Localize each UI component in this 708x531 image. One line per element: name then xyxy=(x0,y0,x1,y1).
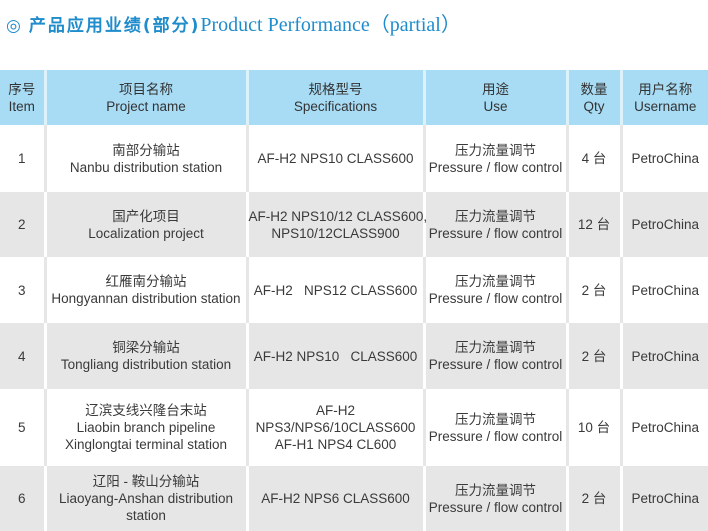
use-line: Pressure / flow control xyxy=(428,428,563,444)
cell-use: 压力流量调节 Pressure / flow control xyxy=(422,389,567,466)
cell-item: 1 xyxy=(17,151,26,166)
cell-spec: AF-H2 NPS10 CLASS600 xyxy=(245,125,424,192)
project-line: Xinglongtai terminal station xyxy=(64,437,228,452)
use-line: 压力流量调节 xyxy=(455,142,536,158)
cell-qty: 10 台 xyxy=(565,389,621,466)
cell-project: 红雁南分输站 Hongyannan distribution station xyxy=(43,257,247,323)
cell-item: 6 xyxy=(0,466,45,531)
header-en: Project name xyxy=(106,98,186,114)
use-line: 压力流量调节 xyxy=(455,274,536,289)
header-cn: 规格型号 xyxy=(308,81,363,97)
header-cn: 数量 xyxy=(580,81,608,97)
cell-qty: 2 台 xyxy=(565,466,621,531)
spec-line: AF-H2 NPS6 CLASS600 xyxy=(261,491,410,506)
cell-item: 5 xyxy=(17,420,26,435)
spec-line: AF-H2 NPS12 CLASS600 xyxy=(253,282,418,298)
header-cn: 序号 xyxy=(8,81,36,97)
cell-user: PetroChina xyxy=(619,257,708,323)
cell-qty: 2 台 xyxy=(565,323,621,389)
project-line: 辽阳 - 鞍山分输站 xyxy=(92,474,200,489)
cell-spec: AF-H2 NPS12 CLASS600 xyxy=(245,257,424,323)
cell-use: 压力流量调节 Pressure / flow control xyxy=(422,466,567,531)
header-en: Item xyxy=(8,98,35,114)
cell-user: PetroChina xyxy=(619,389,708,466)
spec-line: AF-H1 NPS4 CL600 xyxy=(274,437,397,452)
cell-user: PetroChina xyxy=(619,125,708,192)
cell-use: 压力流量调节 Pressure / flow control xyxy=(422,192,567,257)
header-en: Qty xyxy=(583,98,605,114)
section-title: ◎ 产品应用业绩(部分)Product Performance（partial） xyxy=(6,14,461,36)
project-line: Tongliang distribution station xyxy=(60,357,232,372)
cell-qty: 12 台 xyxy=(565,192,621,257)
project-line: Liaoyang-Anshan distribution station xyxy=(58,491,234,523)
use-line: Pressure / flow control xyxy=(428,225,563,241)
header-cn: 用户名称 xyxy=(638,81,693,97)
header-specifications: 规格型号 Specifications xyxy=(245,70,424,125)
header-project-name: 项目名称 Project name xyxy=(43,70,247,125)
header-cn: 项目名称 xyxy=(119,81,173,97)
use-line: Pressure / flow control xyxy=(428,159,563,175)
project-line: 红雁南分输站 xyxy=(105,274,187,289)
project-line: 辽滨支线兴隆台末站 xyxy=(85,403,207,418)
cell-spec: AF-H2 NPS6 CLASS600 xyxy=(245,466,424,531)
table-row: 3 红雁南分输站 Hongyannan distribution station … xyxy=(0,257,708,323)
project-line: Hongyannan distribution station xyxy=(51,291,241,306)
performance-table: 序号 Item 项目名称 Project name 规格型号 Specifications… xyxy=(0,70,708,531)
cell-use: 压力流量调节 Pressure / flow control xyxy=(422,323,567,389)
project-line: Liaobin branch pipeline xyxy=(76,420,216,435)
cell-project: 辽阳 - 鞍山分输站 Liaoyang-Anshan distribution s… xyxy=(43,466,247,531)
header-en: Specifications xyxy=(293,98,378,114)
spec-line: AF-H2 NPS10/12 CLASS600, xyxy=(248,208,428,224)
header-item: 序号 Item xyxy=(0,70,45,125)
header-username: 用户名称 Username xyxy=(619,70,708,125)
double-circle-icon: ◎ xyxy=(6,16,21,35)
use-line: 压力流量调节 xyxy=(455,411,536,427)
header-cn: 用途 xyxy=(482,81,509,97)
cell-project: 南部分输站 Nanbu distribution station xyxy=(43,125,247,192)
use-line: Pressure / flow control xyxy=(428,499,563,515)
project-line: 国产化项目 xyxy=(112,208,180,224)
table-row: 1 南部分输站 Nanbu distribution station AF-H2 … xyxy=(0,125,708,192)
project-line: 铜梁分输站 xyxy=(112,340,180,355)
header-en: Username xyxy=(634,98,697,114)
table-row: 4 铜梁分输站 Tongliang distribution station AF… xyxy=(0,323,708,389)
spec-line: AF-H2 NPS10 CLASS600 xyxy=(253,348,418,364)
cell-project: 铜梁分输站 Tongliang distribution station xyxy=(43,323,247,389)
cell-spec: AF-H2 NPS10/12 CLASS600, NPS10/12CLASS900 xyxy=(245,192,428,257)
use-line: Pressure / flow control xyxy=(428,357,563,372)
cell-item: 2 xyxy=(0,192,45,257)
cell-use: 压力流量调节 Pressure / flow control xyxy=(422,125,567,192)
cell-spec: AF-H2 NPS10 CLASS600 xyxy=(245,323,424,389)
cell-user: PetroChina xyxy=(619,323,708,389)
project-line: 南部分输站 xyxy=(112,142,180,158)
project-line: Nanbu distribution station xyxy=(69,159,223,175)
spec-line: NPS3/NPS6/10CLASS600 xyxy=(255,420,416,435)
cell-project: 辽滨支线兴隆台末站 Liaobin branch pipeline Xinglong… xyxy=(43,389,247,466)
use-line: Pressure / flow control xyxy=(428,291,563,306)
cell-user: PetroChina xyxy=(619,192,708,257)
header-use: 用途 Use xyxy=(422,70,567,125)
cell-spec: AF-H2 NPS3/NPS6/10CLASS600 AF-H1 NPS4 CL60… xyxy=(245,389,424,466)
cell-use: 压力流量调节 Pressure / flow control xyxy=(422,257,567,323)
use-line: 压力流量调节 xyxy=(455,482,536,498)
table-row: 5 辽滨支线兴隆台末站 Liaobin branch pipeline Xinglo… xyxy=(0,389,708,466)
cell-qty: 4 台 xyxy=(565,125,621,192)
spec-line: AF-H2 NPS10 CLASS600 xyxy=(257,151,414,166)
cell-qty: 2 台 xyxy=(565,257,621,323)
cell-project: 国产化项目 Localization project xyxy=(43,192,247,257)
table-row: 6 辽阳 - 鞍山分输站 Liaoyang-Anshan distribution… xyxy=(0,466,708,531)
spec-line: NPS10/12CLASS900 xyxy=(271,225,400,241)
table-row: 2 国产化项目 Localization project AF-H2 NPS10/… xyxy=(0,192,708,257)
cell-item: 3 xyxy=(17,282,26,298)
use-line: 压力流量调节 xyxy=(455,208,536,224)
use-line: 压力流量调节 xyxy=(455,340,536,355)
spec-line: AF-H2 xyxy=(315,403,355,418)
cell-item: 4 xyxy=(0,323,45,389)
header-en: Use xyxy=(483,98,508,114)
header-qty: 数量 Qty xyxy=(565,70,621,125)
project-line: Localization project xyxy=(88,225,204,241)
cell-user: PetroChina xyxy=(619,466,708,531)
